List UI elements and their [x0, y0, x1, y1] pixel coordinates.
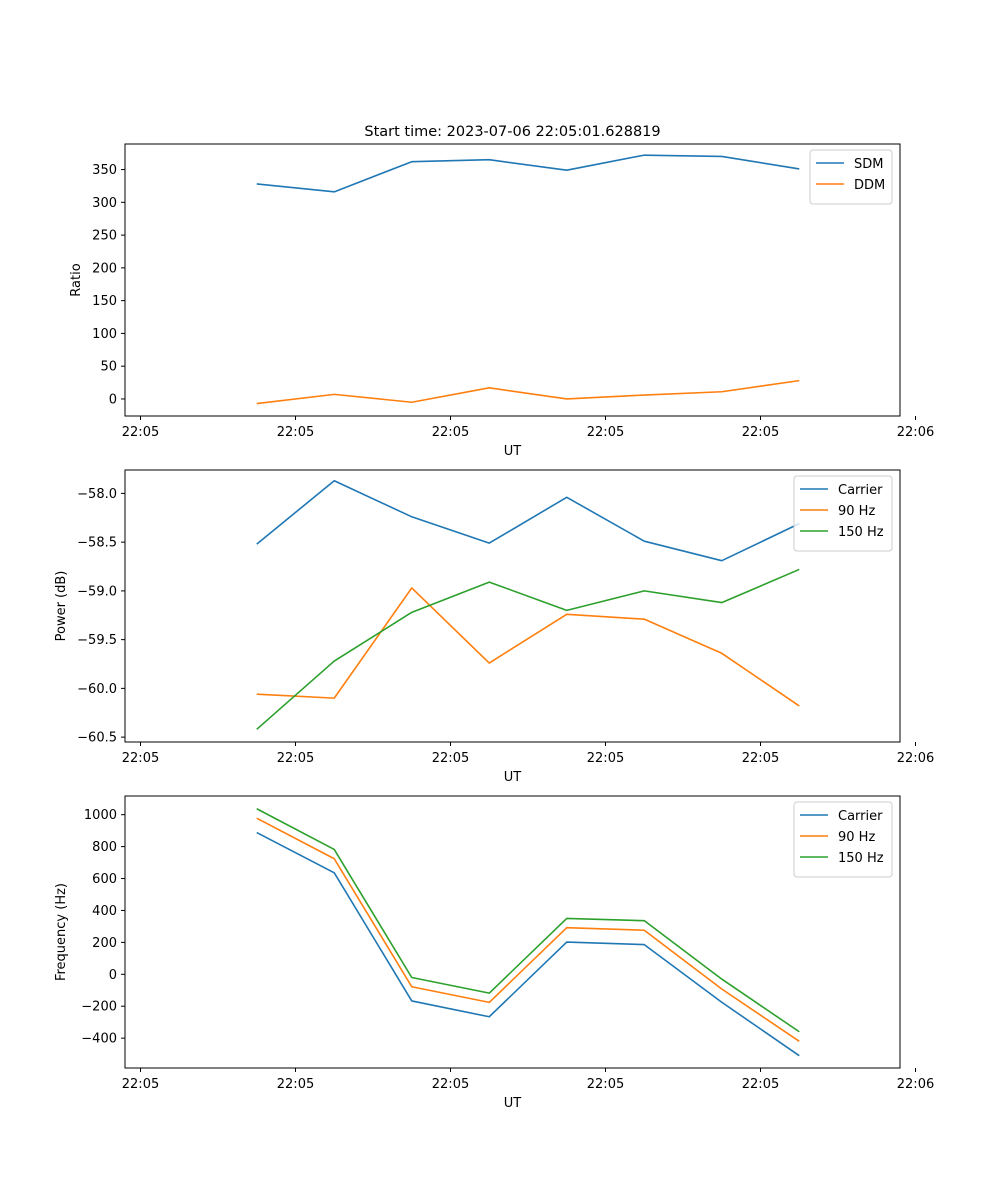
subplot-1: 22:05 22:05 22:05 22:05 22:05 22:06 0 50 100 150 2… [69, 143, 934, 459]
series-line-carrier [256, 831, 800, 1057]
y-tick-label: −60.0 [77, 682, 117, 697]
x-tick-label: 22:05 [742, 751, 779, 766]
y-tick-label: 150 [92, 294, 117, 309]
y-tick-label: 600 [92, 872, 117, 887]
x-tick-label: 22:05 [122, 425, 159, 440]
y-tick-label: 50 [100, 360, 117, 375]
y-tick-label: −400 [81, 1032, 117, 1047]
y-tick-label: −59.5 [77, 633, 117, 648]
axes-frame [124, 143, 901, 417]
series-line-sdm [256, 154, 800, 193]
x-tick-label: 22:05 [587, 751, 624, 766]
x-tick-label: 22:05 [742, 425, 779, 440]
x-tick-label: 22:05 [122, 751, 159, 766]
series-line-90-hz [256, 817, 800, 1043]
y-tick-label: 0 [109, 968, 117, 983]
legend-label: SDM [854, 157, 883, 172]
legend-label: Carrier [838, 483, 883, 498]
legend-label: Carrier [838, 809, 883, 824]
x-axis-label: UT [504, 444, 522, 459]
legend-label: 90 Hz [838, 504, 875, 519]
legend-label: DDM [854, 178, 885, 193]
legend-label: 90 Hz [838, 830, 875, 845]
x-tick-label: 22:05 [277, 1077, 314, 1092]
y-tick-label: 300 [92, 196, 117, 211]
axes-frame [124, 469, 901, 743]
legend-label: 150 Hz [838, 851, 884, 866]
x-axis-label: UT [504, 1096, 522, 1111]
x-tick-label: 22:05 [587, 425, 624, 440]
figure-title: Start time: 2023-07-06 22:05:01.628819 [364, 124, 660, 140]
x-tick-label: 22:05 [277, 751, 314, 766]
y-tick-label: −58.0 [77, 487, 117, 502]
y-tick-label: 400 [92, 904, 117, 919]
y-tick-label: 1000 [84, 808, 117, 823]
x-tick-label: 22:06 [897, 1077, 934, 1092]
series-line-150-hz [256, 568, 800, 730]
x-tick-label: 22:05 [587, 1077, 624, 1092]
y-tick-label: 350 [92, 163, 117, 178]
y-tick-label: −59.0 [77, 584, 117, 599]
x-tick-label: 22:05 [432, 1077, 469, 1092]
plots-container: 22:05 22:05 22:05 22:05 22:05 22:06 0 50 100 150 2… [54, 143, 934, 1111]
y-tick-label: 0 [109, 392, 117, 407]
x-axis-label: UT [504, 770, 522, 785]
subplot-3: 22:05 22:05 22:05 22:05 22:05 22:06 −400 −200 0 2… [54, 795, 934, 1111]
y-tick-label: −200 [81, 1000, 117, 1015]
subplot-2: 22:05 22:05 22:05 22:05 22:05 22:06 −60.5 −60.0… [54, 469, 934, 785]
series-line-150-hz [256, 808, 800, 1033]
y-tick-label: 100 [92, 327, 117, 342]
y-axis-label: Frequency (Hz) [54, 883, 69, 981]
y-tick-label: 200 [92, 261, 117, 276]
y-tick-label: 800 [92, 840, 117, 855]
legend-label: 150 Hz [838, 525, 884, 540]
y-tick-label: 200 [92, 936, 117, 951]
x-tick-label: 22:05 [122, 1077, 159, 1092]
legend-box [793, 801, 893, 878]
series-line-ddm [256, 379, 800, 405]
y-axis-label: Ratio [69, 263, 84, 296]
x-tick-label: 22:06 [897, 751, 934, 766]
x-tick-label: 22:06 [897, 425, 934, 440]
x-tick-label: 22:05 [432, 425, 469, 440]
x-tick-label: 22:05 [432, 751, 469, 766]
x-tick-label: 22:05 [742, 1077, 779, 1092]
axes-frame [124, 795, 901, 1069]
y-tick-label: −58.5 [77, 536, 117, 551]
series-line-90-hz [256, 587, 800, 707]
legend-box [793, 475, 893, 552]
series-line-carrier [256, 479, 800, 562]
y-axis-label: Power (dB) [54, 571, 69, 642]
x-tick-label: 22:05 [277, 425, 314, 440]
y-tick-label: 250 [92, 229, 117, 244]
y-tick-label: −60.5 [77, 731, 117, 746]
